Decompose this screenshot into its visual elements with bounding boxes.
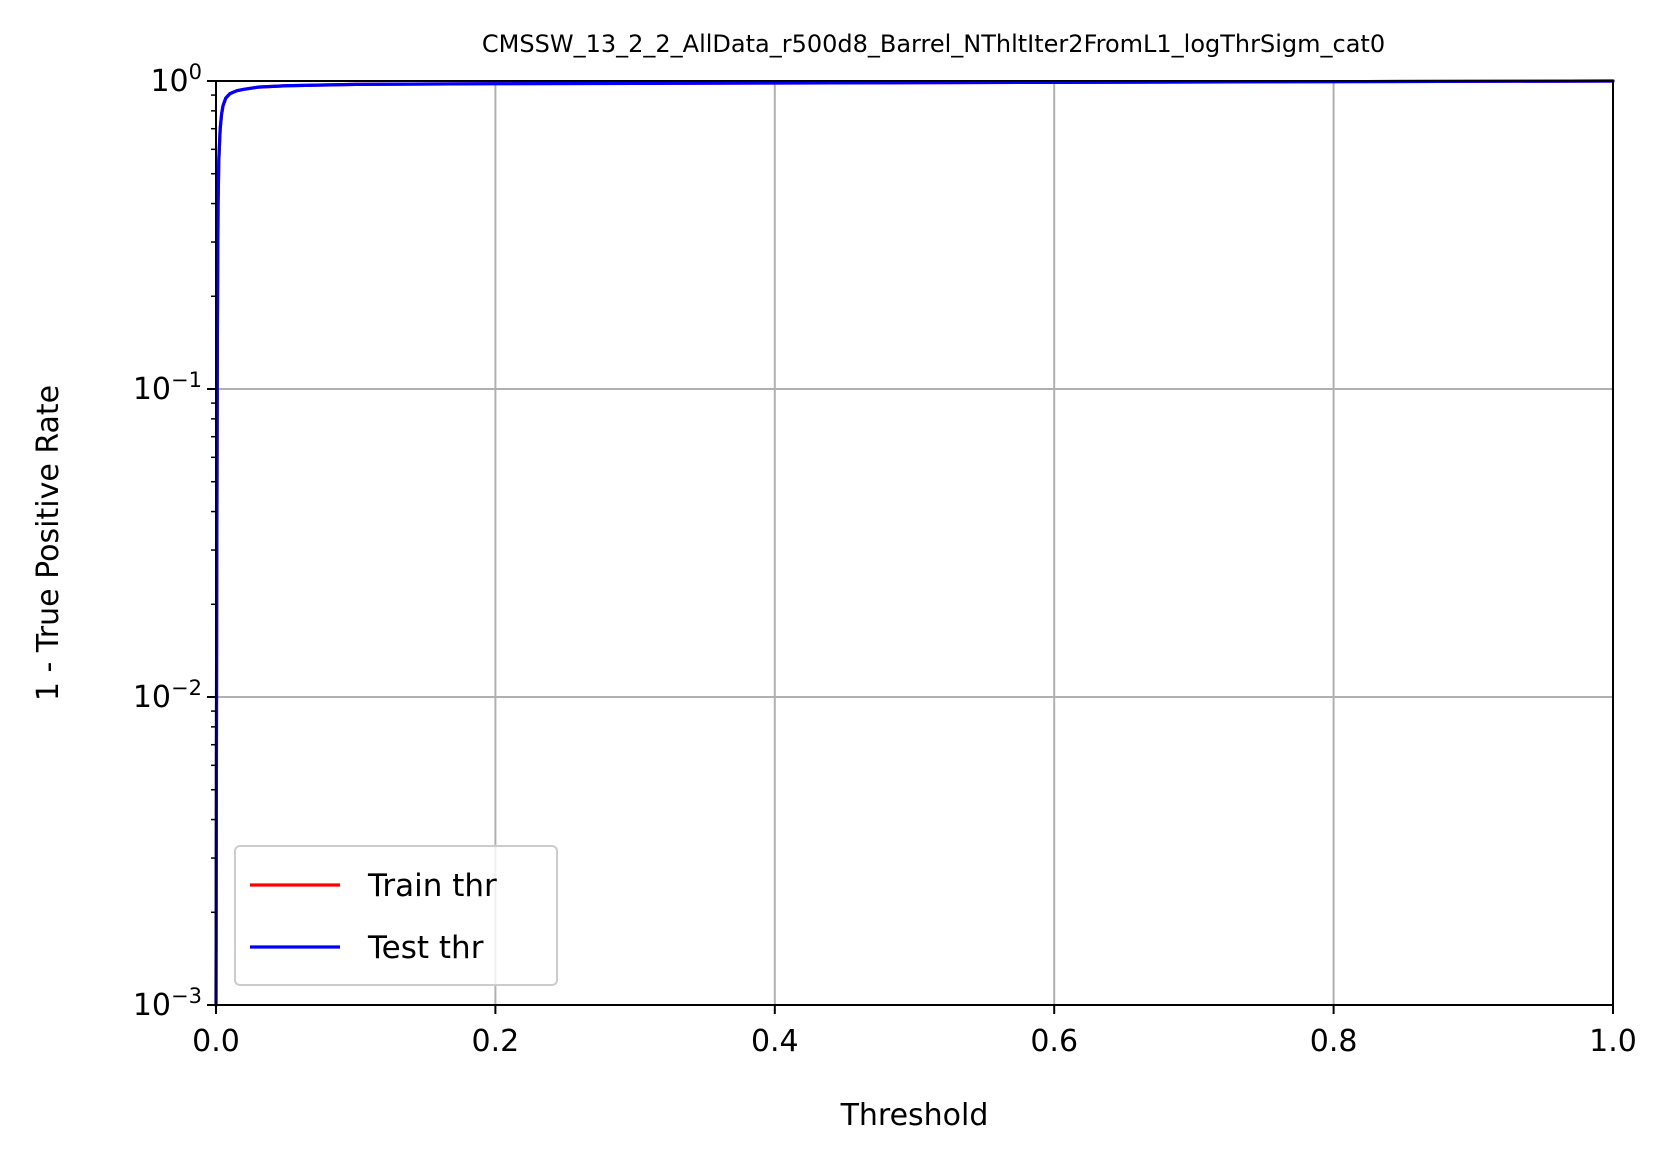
x-tick-label: 0.4 (751, 1024, 799, 1059)
series-line-1 (214, 79, 1615, 1007)
series-layer (214, 79, 1615, 1007)
y-tick-base: 10 (133, 372, 171, 407)
y-tick-exponent: −2 (171, 676, 202, 700)
legend: Train thr Test thr (234, 845, 558, 986)
y-tick-label: 10−3 (133, 984, 202, 1023)
x-tick-label: 0.8 (1310, 1024, 1358, 1059)
y-tick-exponent: −1 (171, 368, 202, 392)
y-tick-label: 100 (150, 60, 202, 99)
x-axis-label: Threshold (840, 1098, 989, 1133)
y-tick-exponent: 0 (189, 60, 202, 84)
legend-box (234, 845, 558, 986)
x-tick-label: 0.0 (192, 1024, 240, 1059)
y-tick-base: 10 (150, 64, 188, 99)
y-tick-label: 10−2 (133, 676, 202, 715)
x-tick-label: 1.0 (1589, 1024, 1637, 1059)
legend-label-0: Train thr (367, 868, 497, 904)
chart-title: CMSSW_13_2_2_AllData_r500d8_Barrel_NThlt… (482, 30, 1385, 58)
axes-frame (215, 80, 1614, 1006)
y-tick-label: 10−1 (133, 368, 202, 407)
y-axis-label: 1 - True Positive Rate (31, 385, 66, 701)
legend-label-1: Test thr (367, 930, 484, 966)
x-tick-label: 0.6 (1030, 1024, 1078, 1059)
y-tick-base: 10 (133, 988, 171, 1023)
y-tick-exponent: −3 (171, 984, 202, 1008)
y-tick-base: 10 (133, 680, 171, 715)
x-tick-label: 0.2 (472, 1024, 520, 1059)
